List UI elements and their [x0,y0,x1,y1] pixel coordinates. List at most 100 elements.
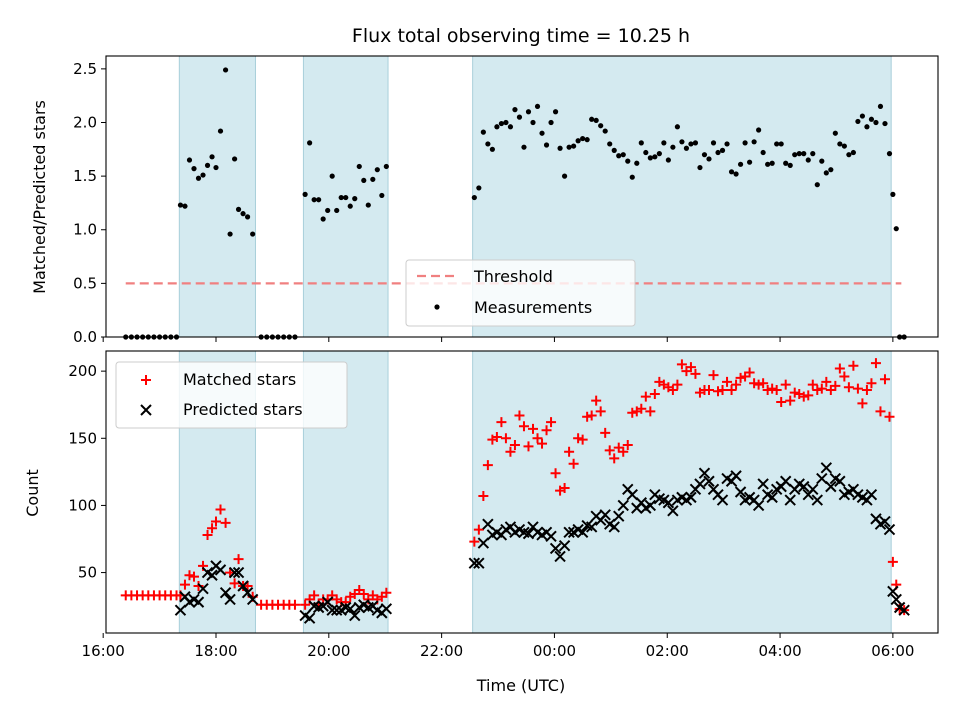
matched-star-point [188,571,199,582]
measurement-point [710,140,717,146]
matched-star-point [843,382,854,393]
predicted-star-point [576,526,589,538]
measurement-point [643,149,649,156]
matched-star-point [875,406,886,417]
measurement-point [850,149,856,156]
measurement-point [584,137,590,143]
matched-star-point [884,411,895,422]
predicted-star-point [694,478,706,490]
x-tick-label: 20:00 [307,642,350,660]
measurement-point [598,123,604,129]
measurement-point [715,149,721,156]
predicted-star-point [214,564,227,576]
matched-star-point [676,359,687,370]
matched-star-point [785,395,796,406]
measurement-point [774,141,780,147]
predicted-star-point [834,475,846,487]
measurement-point [882,120,888,127]
chart-title: Flux total observing time = 10.25 h [352,25,690,47]
top-legend: Threshold Measurements [405,259,636,327]
measurement-point [195,175,202,181]
matched-star-point [713,386,724,397]
matched-star-point [735,372,746,383]
predicted-star-point [344,603,356,615]
matched-star-point [726,384,737,395]
predicted-star-point [237,580,249,592]
measurement-point [625,158,631,164]
matched-star-point [491,431,502,442]
predicted-star-point [174,604,187,616]
measurement-point [783,160,789,166]
matched-star-point [215,504,226,515]
predicted-star-point [898,604,910,616]
measurement-point [548,119,554,126]
measurement-point [347,203,353,209]
measurement-point [674,124,681,130]
measurement-point [792,152,798,158]
predicted-star-point [617,499,629,512]
matched-star-point [604,445,615,456]
predicted-star-point [330,604,343,616]
matched-star-point [527,423,538,434]
matched-star-point [514,410,525,421]
measurement-point [485,141,491,147]
matched-star-point [300,599,311,610]
predicted-star-point [241,587,254,599]
matched-star-point [537,438,548,449]
matched-star-point [857,398,868,409]
matched-star-point [753,379,764,390]
top-y-tick-label: 2.0 [73,113,97,131]
matched-star-point [193,581,204,591]
predicted-star-point [734,486,747,498]
matched-star-point [496,417,507,428]
bottom-axes-frame [105,350,939,634]
matched-star-point [816,383,827,394]
measurement-point [778,141,784,147]
bottom-legend: Matched stars Predicted stars [115,361,348,429]
predicted-star-point [303,612,316,624]
measurement-point [191,166,197,172]
matched-star-point [509,440,520,450]
matched-star-point [852,383,863,394]
legend-predicted-swatch [140,404,152,416]
matched-star-point [870,358,881,369]
predicted-star-point [730,470,742,482]
measurement-point [665,157,671,163]
matched-star-point [771,384,782,395]
measurement-point [855,118,861,125]
measurement-point [683,145,690,151]
matched-star-point [523,441,534,452]
predicted-star-point [321,596,334,608]
measurement-point [489,146,495,152]
matched-star-point [848,360,859,371]
matched-star-point [541,425,552,436]
measurement-point [471,194,477,201]
matched-star-point [636,403,647,414]
measurement-point [227,231,233,237]
x-tick-label: 00:00 [533,642,576,660]
predicted-star-point [608,521,620,533]
top-y-tick-label: 2.5 [73,60,97,78]
matched-star-point [473,524,484,535]
matched-star-point [564,446,575,457]
predicted-star-point [246,593,259,606]
matched-star-point [220,517,231,528]
predicted-star-point [626,488,638,501]
measurement-point [222,67,229,73]
predicted-star-point [811,494,823,506]
measurement-point [688,141,694,147]
matched-star-point [202,529,213,540]
measurement-point [232,156,238,162]
measurement-point [697,164,703,171]
measurement-point [200,172,206,178]
x-tick-label: 06:00 [871,642,914,660]
measurement-point [877,103,884,110]
matched-star-point [500,433,511,444]
matched-star-point [749,378,760,389]
matched-star-point [834,363,845,374]
predicted-star-point [644,499,657,512]
matched-star-point [289,599,300,610]
measurement-point [543,142,550,148]
measurement-point [602,128,608,134]
